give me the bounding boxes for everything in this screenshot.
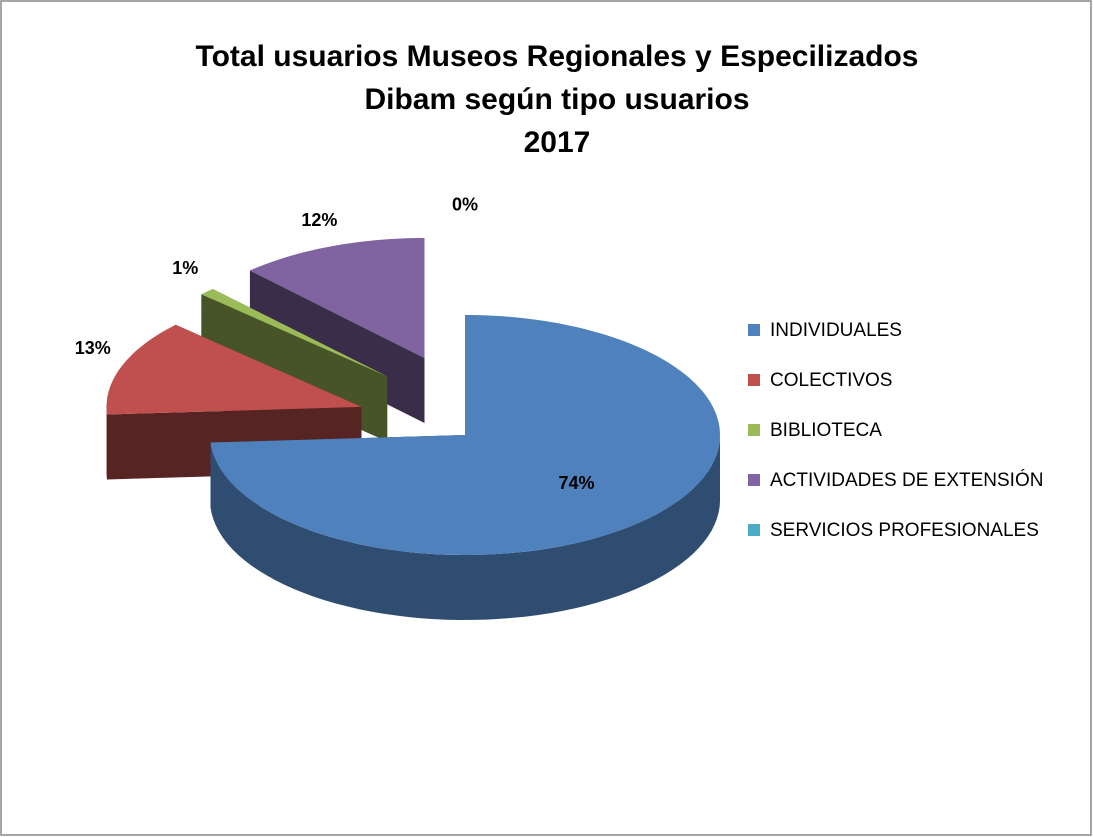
legend-label: SERVICIOS PROFESIONALES bbox=[770, 520, 1039, 541]
slice-side bbox=[210, 435, 720, 620]
slice bbox=[106, 324, 362, 415]
slice-side bbox=[106, 406, 107, 480]
chart-title: Dibam según tipo usuarios bbox=[364, 83, 749, 116]
legend-swatch bbox=[748, 524, 760, 536]
chart-title: 2017 bbox=[524, 126, 591, 159]
slice bbox=[201, 289, 388, 377]
data-label: 1% bbox=[172, 258, 198, 278]
legend-swatch bbox=[748, 424, 760, 436]
legend-swatch bbox=[748, 474, 760, 486]
data-label: 13% bbox=[75, 338, 111, 358]
legend-label: COLECTIVOS bbox=[770, 370, 892, 391]
legend-swatch bbox=[748, 324, 760, 336]
data-label: 74% bbox=[559, 473, 595, 493]
legend-swatch bbox=[748, 374, 760, 386]
slice bbox=[210, 315, 720, 555]
legend-label: ACTIVIDADES DE EXTENSIÓN bbox=[770, 469, 1043, 491]
legend-label: INDIVIDUALES bbox=[770, 320, 902, 341]
chart-title: Total usuarios Museos Regionales y Espec… bbox=[196, 40, 919, 73]
legend-label: BIBLIOTECA bbox=[770, 420, 882, 441]
data-label: 0% bbox=[452, 195, 478, 215]
data-label: 12% bbox=[301, 210, 337, 230]
slice bbox=[249, 238, 425, 358]
